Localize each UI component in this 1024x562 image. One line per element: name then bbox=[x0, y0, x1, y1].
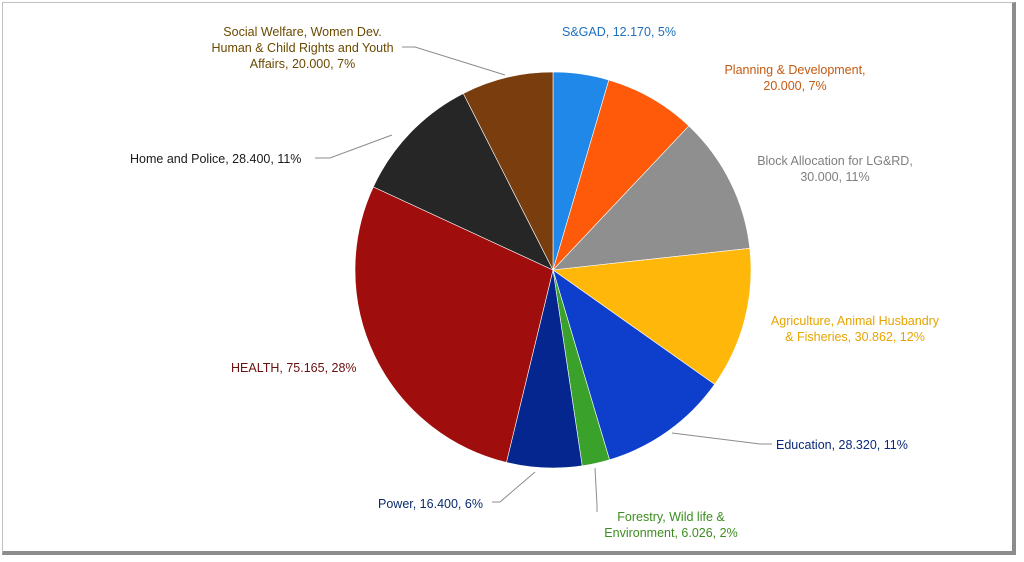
pie-slice-agriculture-animal-husbandry bbox=[552, 247, 752, 385]
leader-line-social bbox=[402, 46, 506, 76]
label-home-police: Home and Police, 28.400, 11% bbox=[130, 152, 302, 166]
leader-line-home bbox=[315, 134, 393, 159]
label-block-allocation: Block Allocation for LG&RD, 30.000, 11% bbox=[757, 154, 913, 184]
leader-line-education bbox=[671, 432, 772, 445]
label-health: HEALTH, 75.165, 28% bbox=[231, 361, 357, 375]
label-power: Power, 16.400, 6% bbox=[378, 497, 483, 511]
pie-slice-block-allocation-for bbox=[552, 125, 751, 271]
pie-slice-education bbox=[552, 269, 716, 461]
pie-slice-home-and-police bbox=[372, 93, 554, 271]
label-forestry: Forestry, Wild life & Environment, 6.026… bbox=[604, 510, 738, 540]
leader-line-power bbox=[492, 471, 536, 503]
leader-line-forestry bbox=[594, 467, 598, 512]
pie-slice-health bbox=[354, 186, 554, 463]
label-planning: Planning & Development, 20.000, 7% bbox=[724, 63, 866, 93]
pie-slice-social-welfare-women bbox=[462, 71, 554, 271]
label-agriculture: Agriculture, Animal Husbandry & Fisherie… bbox=[770, 314, 940, 344]
label-sgad: S&GAD, 12.170, 5% bbox=[562, 25, 676, 39]
label-social-welfare: Social Welfare, Women Dev. Human & Child… bbox=[211, 25, 394, 71]
label-education: Education, 28.320, 11% bbox=[776, 438, 908, 452]
